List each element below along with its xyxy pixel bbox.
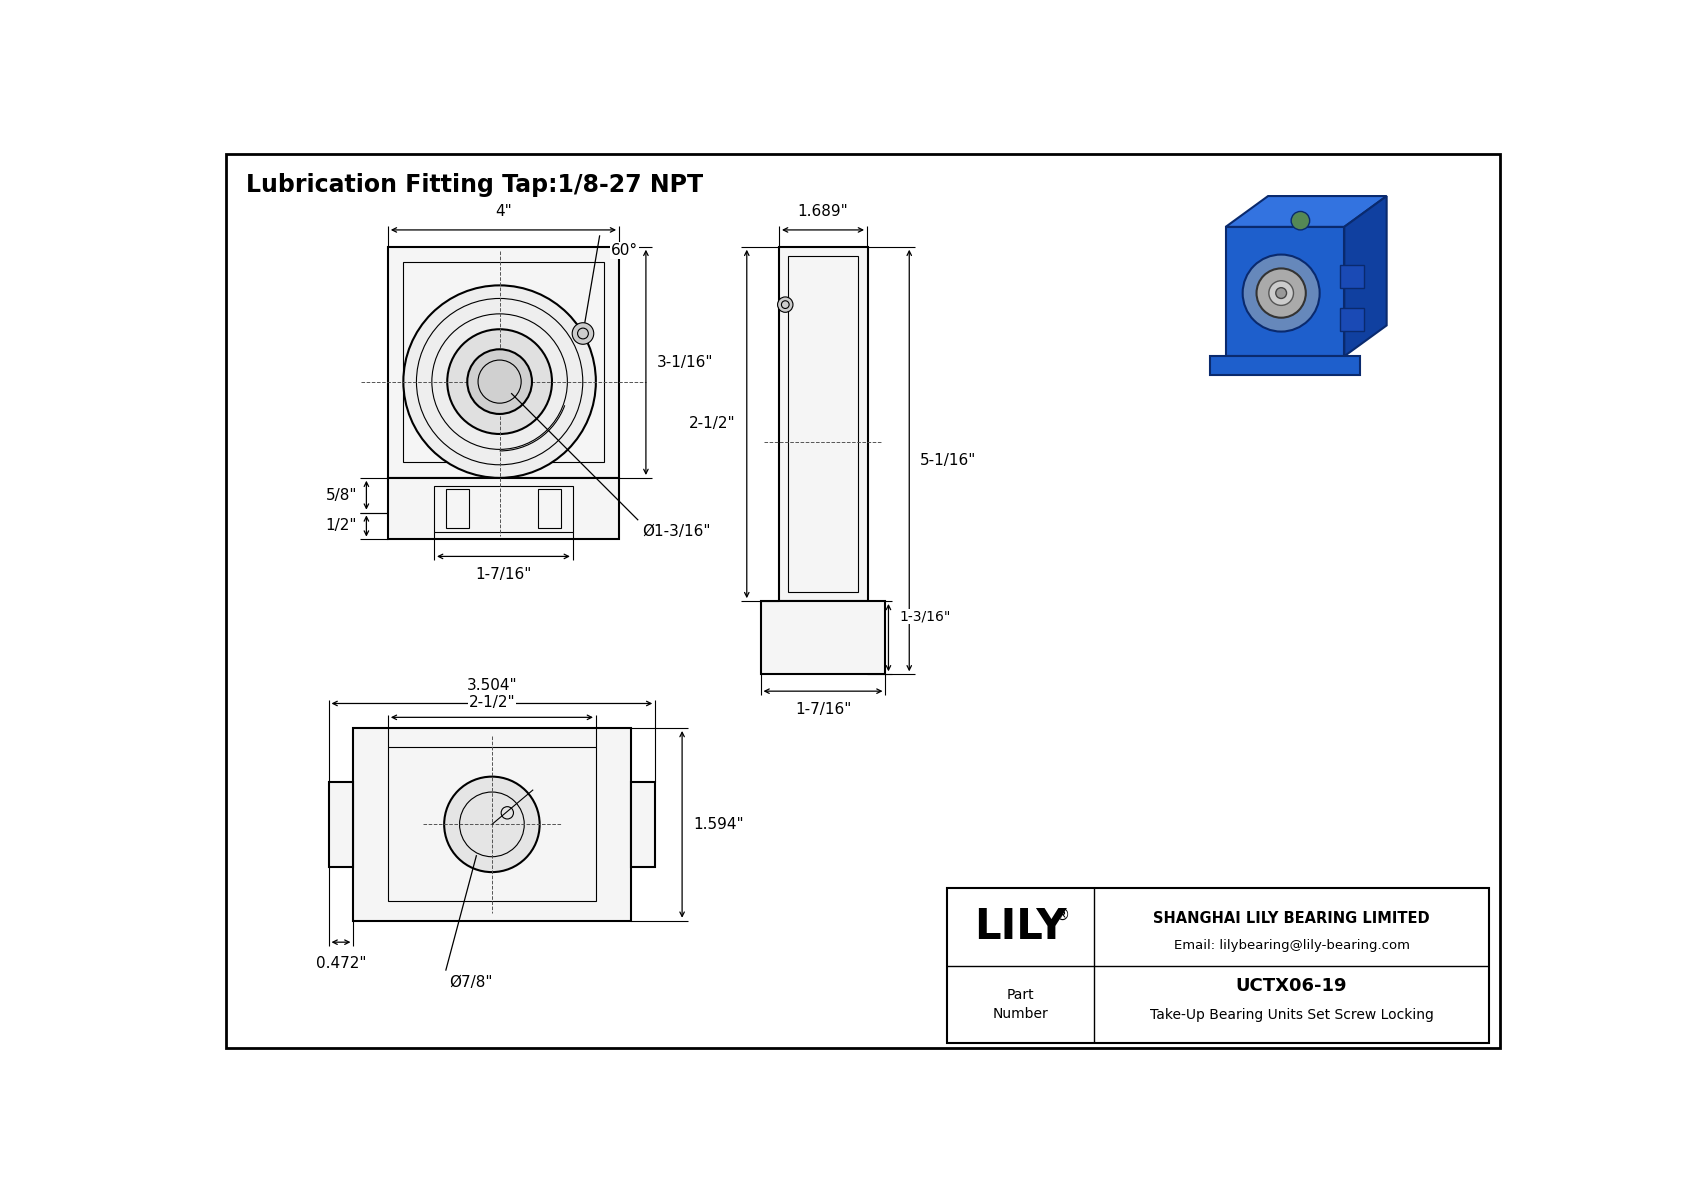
Bar	[948, 887, 1489, 1043]
Text: 3-1/16": 3-1/16"	[657, 355, 714, 370]
Text: 0.472": 0.472"	[315, 956, 365, 971]
Text: Ø7/8": Ø7/8"	[450, 974, 493, 990]
Text: 1.594": 1.594"	[692, 817, 744, 831]
Bar	[387, 748, 596, 902]
Bar	[539, 490, 561, 528]
Polygon shape	[1209, 356, 1361, 374]
Bar	[1340, 307, 1364, 331]
Circle shape	[404, 286, 596, 478]
Text: UCTX06-19: UCTX06-19	[1236, 977, 1347, 994]
Text: 3.504": 3.504"	[466, 678, 517, 693]
Text: ®: ®	[1054, 909, 1069, 923]
Polygon shape	[1344, 197, 1386, 356]
Text: Email: lilybearing@lily-bearing.com: Email: lilybearing@lily-bearing.com	[1174, 939, 1410, 952]
Text: 1-3/16": 1-3/16"	[899, 610, 950, 623]
Bar	[788, 256, 859, 592]
Circle shape	[1292, 212, 1310, 230]
Bar	[434, 486, 573, 531]
Bar	[446, 490, 468, 528]
Bar	[328, 782, 354, 867]
Circle shape	[445, 777, 539, 872]
Text: 5-1/16": 5-1/16"	[919, 453, 977, 468]
Text: 2-1/2": 2-1/2"	[689, 417, 736, 431]
Text: 4": 4"	[495, 204, 512, 219]
Bar	[404, 262, 603, 462]
Circle shape	[466, 349, 532, 414]
Circle shape	[448, 329, 552, 434]
Circle shape	[1256, 268, 1305, 318]
Circle shape	[1268, 281, 1293, 305]
Polygon shape	[1226, 226, 1344, 356]
Bar	[630, 782, 655, 867]
Bar	[354, 728, 630, 921]
Text: 1/2": 1/2"	[325, 518, 357, 534]
Bar	[387, 247, 620, 478]
Circle shape	[778, 297, 793, 312]
Text: 1.689": 1.689"	[798, 204, 849, 219]
Text: SHANGHAI LILY BEARING LIMITED: SHANGHAI LILY BEARING LIMITED	[1154, 911, 1430, 927]
Text: 5/8": 5/8"	[325, 487, 357, 503]
Circle shape	[573, 323, 594, 344]
Text: Lubrication Fitting Tap:1/8-27 NPT: Lubrication Fitting Tap:1/8-27 NPT	[246, 173, 702, 198]
Text: 2-1/2": 2-1/2"	[468, 694, 515, 710]
Text: Part
Number: Part Number	[992, 989, 1049, 1021]
Circle shape	[1243, 255, 1320, 331]
Text: Ø1-3/16": Ø1-3/16"	[642, 524, 711, 540]
Text: LILY: LILY	[975, 905, 1066, 948]
Text: 1-7/16": 1-7/16"	[795, 701, 850, 717]
Bar	[761, 601, 886, 674]
Bar	[387, 478, 620, 540]
Bar	[780, 247, 867, 601]
Bar	[1340, 264, 1364, 288]
Text: 1-7/16": 1-7/16"	[475, 567, 532, 582]
Text: 60°: 60°	[611, 243, 638, 258]
Circle shape	[1276, 288, 1287, 299]
Text: Take-Up Bearing Units Set Screw Locking: Take-Up Bearing Units Set Screw Locking	[1150, 1009, 1433, 1022]
Polygon shape	[1226, 197, 1386, 226]
